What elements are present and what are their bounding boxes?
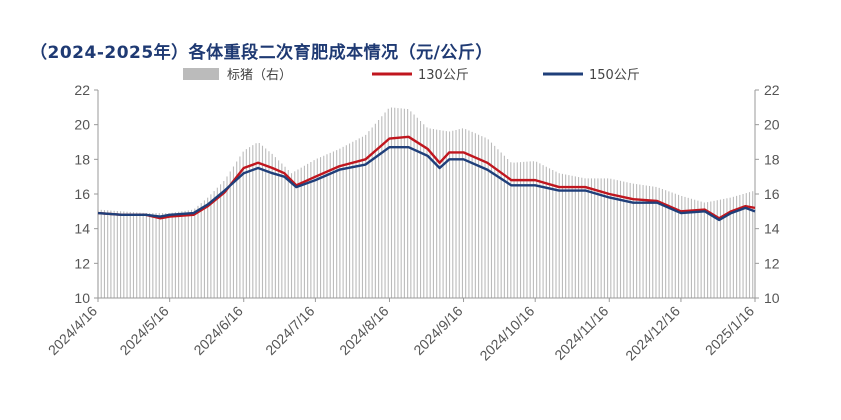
x-tick-label: 2024/9/16 bbox=[410, 303, 466, 359]
line-series bbox=[97, 135, 756, 222]
y-tick-label-left: 20 bbox=[74, 117, 90, 133]
legend-label: 标猪（右） bbox=[227, 68, 292, 83]
y-tick-label-left: 16 bbox=[74, 186, 90, 202]
y-tick-label-right: 12 bbox=[764, 255, 780, 271]
y-tick-label-left: 18 bbox=[74, 151, 90, 167]
chart-title: （2024-2025年）各体重段二次育肥成本情况（元/公斤） bbox=[30, 43, 493, 63]
legend-label: 130公斤 bbox=[418, 68, 469, 83]
x-tick-label: 2024/5/16 bbox=[116, 303, 172, 359]
tick-labels: 10 12 14 16 18 20 22 10 12 14 16 18 20 22 2024/4/16 202… bbox=[45, 82, 780, 364]
y-tick-label-right: 14 bbox=[764, 221, 780, 237]
x-tick-label: 2024/6/16 bbox=[190, 303, 246, 359]
y-tick-label-right: 18 bbox=[764, 151, 780, 167]
x-tick-label: 2024/7/16 bbox=[262, 303, 318, 359]
x-tick-label: 2024/12/16 bbox=[622, 303, 683, 364]
axes bbox=[94, 89, 759, 302]
x-tick-label: 2024/8/16 bbox=[336, 303, 392, 359]
series-line bbox=[97, 135, 756, 220]
y-tick-label-right: 10 bbox=[764, 290, 780, 306]
x-tick-label: 2024/10/16 bbox=[476, 303, 537, 364]
bar-series bbox=[97, 107, 754, 298]
series-line bbox=[97, 146, 756, 222]
y-tick-label-right: 22 bbox=[764, 82, 780, 98]
legend-swatch-bar bbox=[183, 68, 219, 80]
legend: 标猪（右） 130公斤 150公斤 bbox=[183, 68, 640, 83]
y-tick-label-right: 16 bbox=[764, 186, 780, 202]
y-tick-label-left: 12 bbox=[74, 255, 90, 271]
legend-label: 150公斤 bbox=[589, 68, 640, 83]
x-tick-label: 2025/1/16 bbox=[702, 303, 758, 359]
x-tick-label: 2024/4/16 bbox=[45, 303, 101, 359]
x-tick-label: 2024/11/16 bbox=[551, 303, 611, 363]
y-tick-label-right: 20 bbox=[764, 117, 780, 133]
y-tick-label-left: 10 bbox=[74, 290, 90, 306]
y-tick-label-left: 22 bbox=[74, 82, 90, 98]
y-tick-label-left: 14 bbox=[74, 221, 90, 237]
